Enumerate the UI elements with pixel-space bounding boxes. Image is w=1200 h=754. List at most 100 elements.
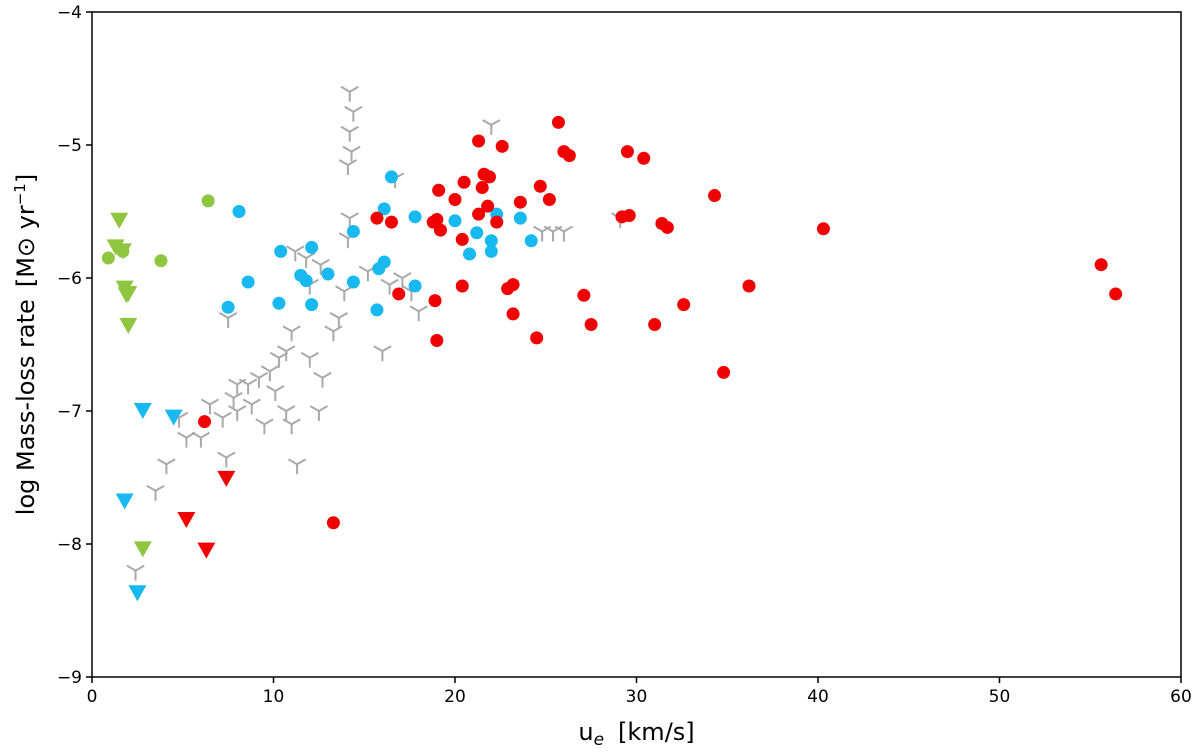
data-point-red-circle-3-10 (533, 179, 547, 193)
data-point-red-circle-3-14 (448, 193, 462, 207)
data-point-red-circle-3-8 (482, 170, 496, 184)
data-point-red-circle-3-32 (742, 279, 756, 293)
data-point-red-circle-3-37 (577, 288, 591, 302)
data-point-red-circle-3-31 (1094, 258, 1108, 272)
data-point-red-circle-3-27 (660, 220, 674, 234)
y-tick-label: −9 (57, 668, 82, 688)
data-point-red-circle-3-12 (432, 183, 446, 197)
x-axis-label-subscript: e (594, 730, 604, 750)
data-point-cyan-circle-1-13 (274, 244, 288, 258)
data-point-cyan-circle-1-5 (448, 214, 462, 228)
data-point-gray-tri_down-0-15 (311, 258, 330, 275)
data-point-gray-tri_down-0-0 (340, 85, 359, 102)
y-axis-label-text: log Mass-loss rate (12, 299, 40, 515)
data-point-red-circle-3-45 (430, 334, 444, 348)
data-point-red-circle-3-6 (637, 151, 651, 165)
data-point-gray-tri_down-0-5 (482, 119, 501, 136)
data-point-gray-tri_down-0-38 (228, 405, 247, 421)
data-point-cyan-circle-1-23 (272, 296, 286, 310)
y-axis-label-superscript: −1 (11, 183, 29, 205)
data-point-gray-tri_down-0-28 (313, 371, 332, 388)
data-point-red-circle-3-42 (584, 318, 598, 332)
data-point-gray-tri_down-0-30 (249, 371, 269, 388)
x-tick-label: 10 (263, 687, 285, 707)
data-point-gray-tri_down-0-48 (373, 345, 392, 362)
data-point-cyan-circle-1-9 (484, 234, 498, 248)
data-point-cyan-tri_down_filled-2-2 (115, 493, 134, 510)
x-tick-label: 50 (989, 687, 1011, 707)
data-point-green-tri_down_filled-6-5 (119, 285, 138, 302)
data-point-green-tri_down_filled-6-7 (133, 541, 152, 558)
data-point-gray-tri_down-0-1 (344, 105, 363, 122)
data-point-red-circle-3-19 (622, 208, 636, 222)
data-point-red-circle-3-11 (475, 181, 489, 195)
data-point-cyan-circle-1-3 (346, 224, 360, 238)
data-point-gray-tri_down-0-18 (380, 278, 399, 295)
y-axis-label: log Mass-loss rate [M⊙ yr−1] (11, 174, 40, 515)
data-point-cyan-circle-1-21 (346, 275, 360, 289)
data-point-red-circle-3-15 (513, 195, 527, 209)
data-point-cyan-circle-1-8 (470, 226, 484, 240)
data-point-red-circle-3-2 (495, 139, 509, 153)
data-point-gray-tri_down-0-9 (554, 225, 574, 242)
axis-ticks: 0 10 20 30 40 50 60 −9 −8 −7 −6 −5 −4 (57, 3, 1192, 707)
data-point-red-circle-3-47 (198, 415, 212, 429)
data-point-green-circle-5-0 (201, 194, 215, 208)
data-point-red-circle-3-9 (457, 175, 471, 189)
data-point-gray-tri_down-0-45 (157, 458, 176, 475)
data-point-cyan-circle-1-0 (384, 170, 398, 184)
data-point-gray-tri_down-0-29 (260, 365, 280, 382)
data-point-gray-tri_down-0-40 (200, 398, 220, 415)
x-tick-label: 30 (626, 687, 648, 707)
data-point-red-circle-3-5 (562, 149, 576, 163)
data-point-gray-tri_down-0-34 (242, 398, 261, 415)
data-point-cyan-circle-1-20 (241, 275, 255, 289)
data-point-cyan-circle-1-26 (370, 303, 384, 317)
data-point-gray-tri_down-0-33 (224, 391, 243, 408)
y-axis-label-unit: [M⊙ yr (12, 205, 40, 287)
data-point-red-circle-3-25 (490, 215, 504, 229)
x-tick-label: 0 (87, 687, 98, 707)
x-tick-label: 40 (807, 687, 829, 707)
data-point-red-circle-3-13 (542, 193, 556, 207)
data-point-red-circle-3-0 (551, 115, 565, 129)
y-tick-label: −4 (57, 3, 82, 23)
data-point-gray-tri_down-0-35 (266, 385, 285, 402)
data-point-gray-tri_down-0-8 (543, 225, 563, 242)
data-point-red-circle-3-20 (708, 189, 722, 203)
data-point-gray-tri_down-0-52 (282, 418, 301, 435)
data-point-green-tri_down_filled-6-0 (110, 212, 129, 229)
data-point-gray-tri_down-0-21 (409, 305, 428, 322)
data-point-cyan-circle-1-2 (377, 202, 391, 216)
data-point-red-circle-3-17 (472, 207, 486, 221)
data-point-gray-tri_down-0-32 (228, 378, 247, 395)
data-point-green-tri_down_filled-6-6 (119, 317, 138, 334)
data-point-red-tri_down_filled-4-1 (177, 512, 196, 529)
data-point-red-circle-3-24 (384, 215, 398, 229)
data-point-cyan-circle-1-4 (408, 210, 422, 224)
data-point-cyan-circle-1-22 (408, 279, 422, 293)
data-point-gray-tri_down-0-17 (335, 285, 354, 302)
data-point-red-circle-3-48 (326, 516, 340, 530)
data-point-gray-tri_down-0-14 (297, 252, 316, 269)
data-point-gray-tri_down-0-19 (393, 272, 412, 288)
data-point-gray-tri_down-0-41 (191, 431, 211, 448)
data-point-red-circle-3-46 (717, 365, 731, 379)
data-point-gray-tri_down-0-23 (324, 325, 343, 342)
data-point-red-tri_down_filled-4-0 (217, 470, 236, 487)
data-point-red-circle-3-1 (472, 134, 486, 148)
data-point-gray-tri_down-0-49 (218, 312, 238, 328)
data-point-red-circle-3-23 (370, 211, 384, 225)
data-point-red-circle-3-16 (481, 199, 495, 213)
data-point-red-circle-3-30 (455, 232, 469, 246)
data-point-cyan-circle-1-25 (221, 300, 235, 314)
data-point-gray-tri_down-0-47 (126, 564, 145, 581)
data-point-cyan-circle-1-16 (372, 262, 386, 276)
data-point-gray-tri_down-0-36 (277, 405, 296, 421)
data-point-red-circle-3-29 (433, 223, 447, 237)
data-point-cyan-tri_down_filled-2-3 (128, 585, 147, 602)
data-point-cyan-circle-1-11 (484, 244, 498, 258)
data-point-cyan-circle-1-14 (305, 240, 319, 254)
data-point-red-circle-3-33 (455, 279, 469, 293)
